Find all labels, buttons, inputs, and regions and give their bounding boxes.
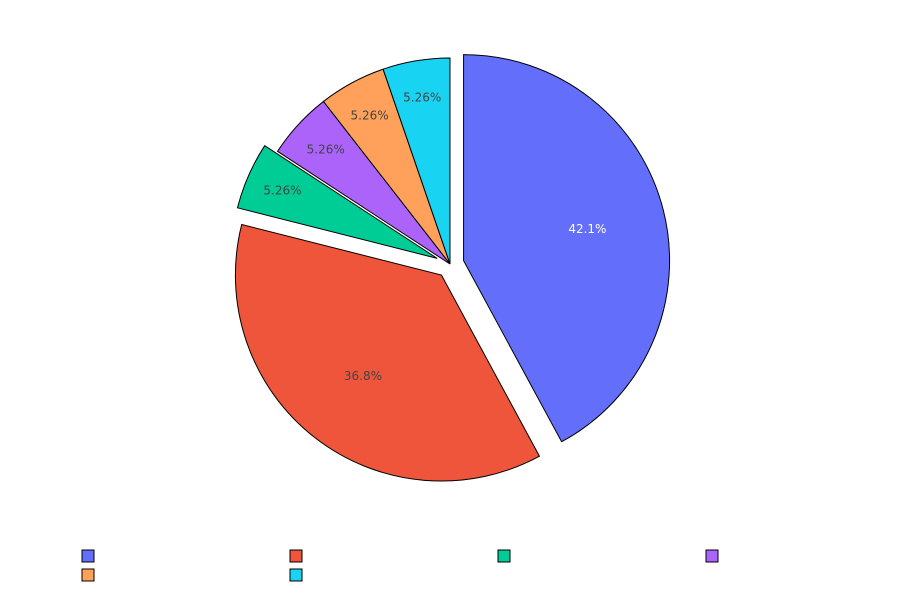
legend-item-4[interactable] — [705, 549, 719, 563]
legend-item-2[interactable] — [289, 549, 303, 563]
pie-slice-2[interactable] — [234, 223, 541, 482]
pie-percent-label-2: 36.8% — [344, 369, 382, 383]
pie-slices — [234, 54, 671, 482]
legend-swatch-6[interactable] — [289, 568, 303, 582]
legend-item-5[interactable] — [81, 568, 95, 582]
pie-percent-label-4: 5.26% — [307, 143, 345, 157]
legend-item-6[interactable] — [289, 568, 303, 582]
pie-percent-label-6: 5.26% — [403, 90, 441, 104]
legend-item-3[interactable] — [497, 549, 511, 563]
pie-slice-3[interactable] — [236, 145, 438, 259]
legend-swatch-1[interactable] — [81, 549, 95, 563]
legend-swatch-3[interactable] — [497, 549, 511, 563]
legend-swatch-5[interactable] — [81, 568, 95, 582]
legend-swatch-2[interactable] — [289, 549, 303, 563]
pie-percent-label-3: 5.26% — [263, 184, 301, 198]
pie-percent-labels: 42.1% 36.8% 5.26% 5.26% 5.26% 5.26% — [263, 90, 606, 382]
legend-item-1[interactable] — [81, 549, 95, 563]
pie-percent-label-1: 42.1% — [568, 222, 606, 236]
legend[interactable] — [81, 549, 719, 582]
pie-percent-label-5: 5.26% — [351, 108, 389, 122]
pie-slice-1[interactable] — [463, 54, 671, 443]
legend-swatch-4[interactable] — [705, 549, 719, 563]
pie-slice-6[interactable] — [382, 57, 451, 265]
